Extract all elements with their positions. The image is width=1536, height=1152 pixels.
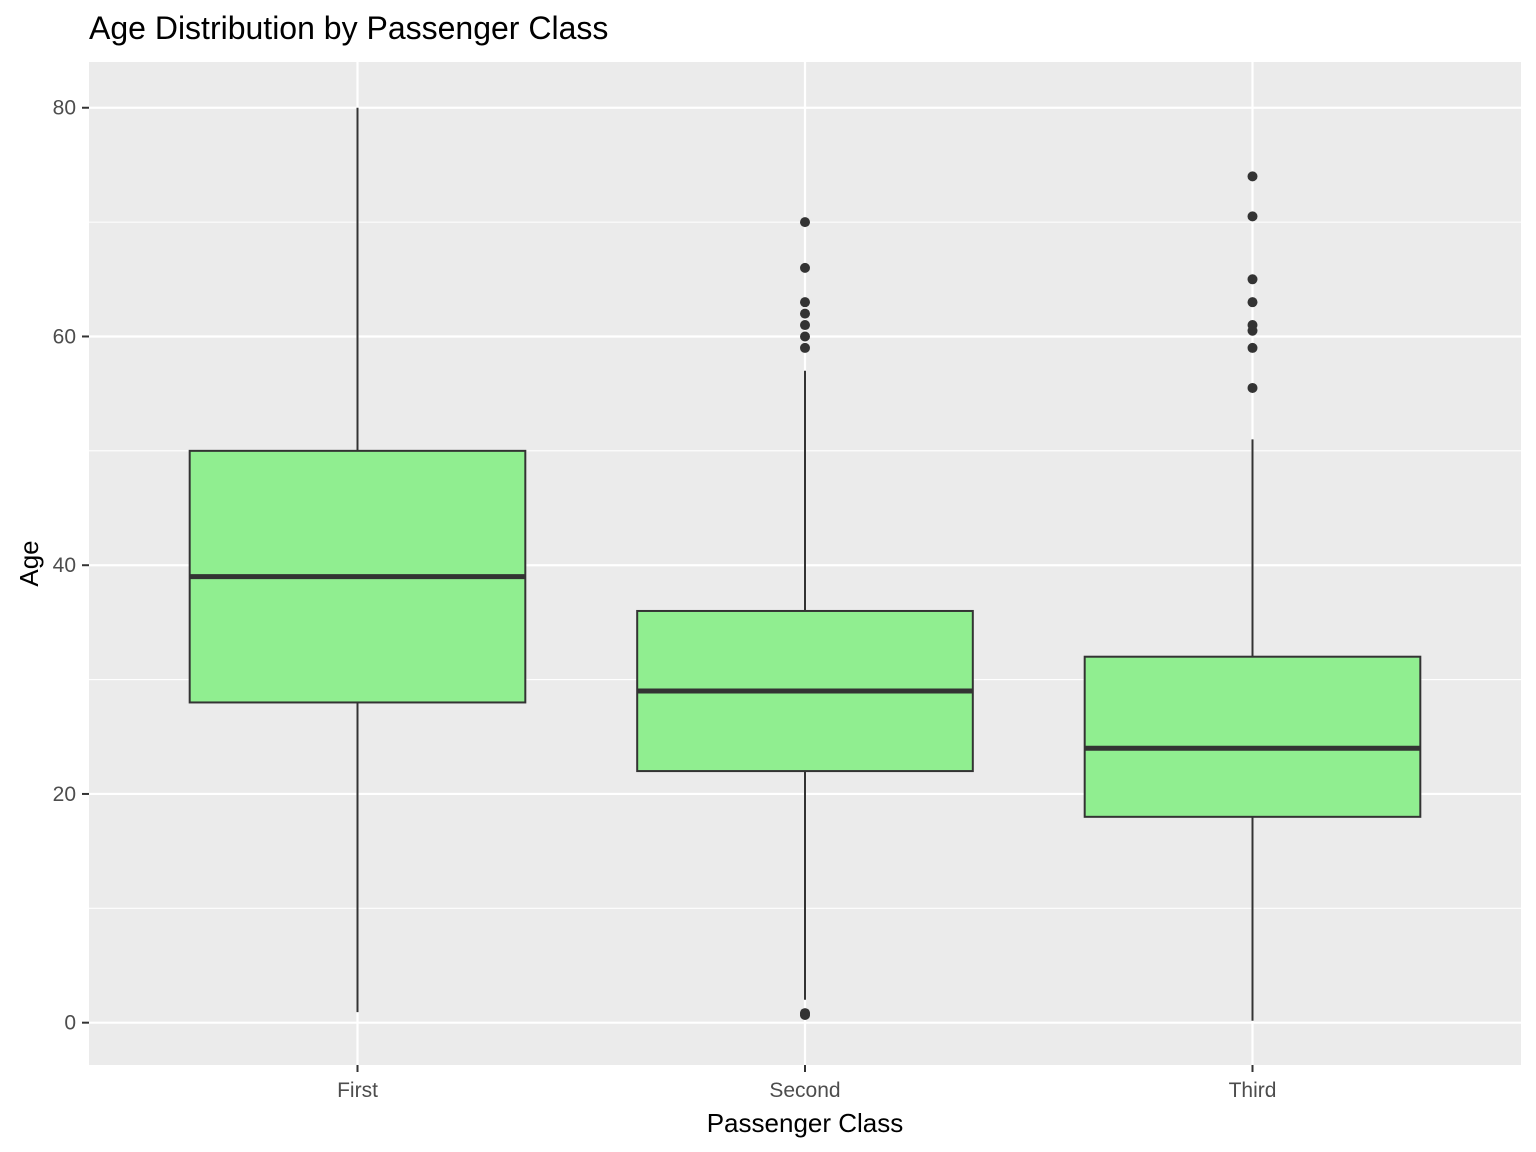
box-iqr — [1083, 655, 1422, 818]
outlier-point — [1247, 382, 1258, 393]
box-second — [636, 217, 974, 1021]
outlier-point — [1247, 342, 1258, 353]
x-axis-title: Passenger Class — [707, 1108, 904, 1138]
outlier-point — [1247, 211, 1258, 222]
box-first — [188, 107, 527, 1013]
outlier-point — [800, 262, 810, 273]
x-tick-label: Second — [769, 1079, 840, 1102]
x-tick-label: First — [337, 1079, 378, 1102]
box-series — [188, 107, 1422, 1021]
outlier-point — [800, 217, 810, 228]
y-tick-label: 0 — [64, 1012, 76, 1035]
y-axis-title: Age — [14, 540, 44, 586]
y-axis: 0 20 40 60 80 — [53, 97, 89, 1035]
outlier-point — [1247, 320, 1258, 331]
y-tick-label: 40 — [53, 554, 76, 577]
outlier-point — [800, 297, 810, 308]
chart-title: Age Distribution by Passenger Class — [89, 10, 609, 46]
x-tick-label: Third — [1229, 1079, 1277, 1102]
outlier-point — [800, 331, 810, 342]
y-tick-label: 80 — [53, 97, 76, 120]
outlier-point — [800, 1008, 810, 1019]
outlier-point — [1247, 274, 1258, 285]
box-third — [1083, 171, 1422, 1021]
outlier-point — [1247, 297, 1258, 308]
x-axis: First Second Third — [337, 1065, 1276, 1102]
y-tick-label: 60 — [53, 325, 76, 348]
outlier-point — [800, 342, 810, 353]
outlier-point — [800, 320, 810, 331]
outlier-point — [1247, 171, 1258, 182]
y-tick-label: 20 — [53, 783, 76, 806]
outlier-point — [800, 308, 810, 319]
